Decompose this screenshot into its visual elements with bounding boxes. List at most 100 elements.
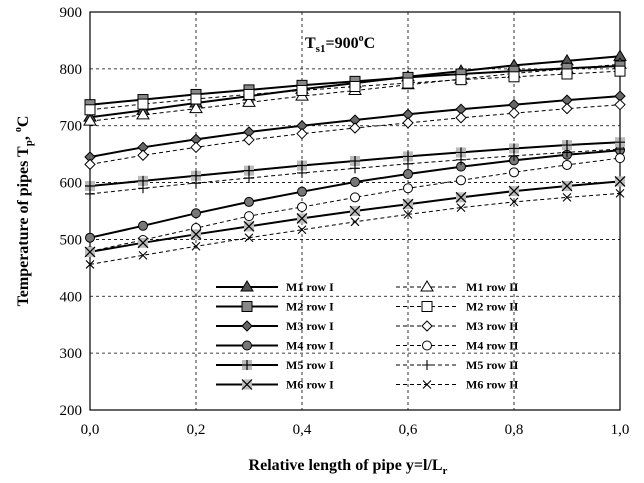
data-point-m3-row-ii: [614, 98, 626, 111]
legend-label: M6 row I: [286, 378, 334, 392]
annotation-sup: o: [359, 33, 364, 44]
data-point-m4-row-i: [85, 232, 95, 243]
series-m6-row-i: [84, 176, 626, 258]
data-point-m5-row-ii: [244, 173, 254, 184]
legend-marker: [421, 301, 433, 312]
data-point-m5-row-ii: [350, 163, 360, 174]
x-tick-label: 0,0: [81, 422, 100, 438]
legend-marker: [420, 280, 434, 292]
legend-item-m3-row-i: M3 row I: [216, 319, 334, 333]
legend-label: M4 row I: [286, 339, 334, 353]
data-point-m6-row-i: [137, 237, 149, 249]
data-point-m6-row-i: [455, 191, 467, 203]
legend: M1 row I M1 row II M2 row I M2 row II M3 row…: [216, 280, 519, 392]
series-m2-row-ii: [84, 65, 626, 116]
legend-label: M2 row II: [466, 300, 519, 314]
y-tick-label: 500: [60, 232, 83, 248]
legend-marker: [421, 320, 433, 332]
y-tick-label: 200: [60, 403, 83, 419]
data-point-m4-row-ii: [456, 175, 466, 186]
data-point-m3-row-ii: [84, 158, 96, 171]
legend-marker: [241, 301, 253, 312]
data-point-m4-row-i: [191, 208, 201, 219]
data-point-m3-row-ii: [137, 149, 149, 161]
data-point-m6-row-ii: [297, 225, 307, 235]
data-point-m4-row-ii: [244, 211, 254, 222]
data-point-m6-row-ii: [138, 250, 148, 260]
data-point-m6-row-i: [84, 246, 96, 258]
data-point-m2-row-ii: [190, 93, 202, 105]
data-point-m2-row-ii: [508, 71, 520, 83]
data-point-m5-row-ii: [403, 158, 413, 169]
legend-marker: [241, 320, 253, 332]
annotation-value: =900: [325, 35, 358, 52]
data-point-m3-row-ii: [349, 122, 361, 134]
legend-label: M1 row I: [286, 280, 334, 294]
temperature-annotation: Ts1=900oC: [305, 33, 375, 55]
legend-item-m5-row-i: M5 row I: [216, 358, 334, 372]
data-point-m4-row-ii: [509, 167, 519, 178]
annotation-main: T: [305, 35, 316, 52]
data-point-m4-row-ii: [615, 153, 625, 164]
data-point-m4-row-i: [138, 220, 148, 231]
data-point-m1-row-ii: [189, 101, 203, 114]
data-point-m5-row-ii: [509, 150, 519, 161]
data-point-m4-row-i: [403, 169, 413, 180]
x-axis-title: Relative length of pipe y=l/Lr: [249, 457, 448, 477]
legend-marker: [422, 340, 432, 351]
y-tick-label: 800: [60, 62, 83, 78]
data-point-m3-row-ii: [243, 134, 255, 146]
data-point-m5-row-ii: [297, 167, 307, 178]
data-point-m2-row-ii: [137, 98, 149, 110]
legend-item-m6-row-i: M6 row I: [216, 378, 334, 392]
y-tick-label: 900: [60, 5, 83, 21]
x-tick-label: 0,8: [505, 422, 524, 438]
legend-label: M1 row II: [466, 280, 519, 294]
y-tick-label: 700: [60, 119, 83, 135]
y-tick-label: 400: [60, 289, 83, 305]
annotation-tail: C: [364, 35, 376, 52]
series-line-m4-row-ii: [89, 157, 621, 252]
data-point-m4-row-ii: [562, 159, 572, 170]
legend-item-m6-row-ii: M6 row II: [396, 378, 519, 392]
data-point-m6-row-ii: [562, 192, 572, 202]
data-point-m3-row-ii: [561, 102, 573, 115]
x-tick-label: 0,2: [187, 422, 206, 438]
legend-marker: [242, 340, 252, 351]
legend-label: M5 row II: [466, 358, 519, 372]
data-point-m6-row-ii: [615, 188, 625, 198]
y-axis-title-text: Temperature of pipes T: [15, 146, 32, 306]
x-tick-label: 0,6: [399, 422, 418, 438]
y-axis-ticks: 200 300 400 500 600 700 800 900: [60, 5, 83, 419]
legend-label: M3 row II: [466, 319, 519, 333]
data-point-m3-row-ii: [508, 107, 520, 119]
legend-label: M3 row I: [286, 319, 334, 333]
legend-item-m5-row-ii: M5 row II: [396, 358, 519, 372]
legend-item-m4-row-ii: M4 row II: [396, 339, 519, 353]
data-point-m6-row-i: [243, 220, 255, 232]
legend-marker: [422, 380, 432, 389]
x-tick-label: 0,4: [293, 422, 312, 438]
data-point-m6-row-ii: [350, 217, 360, 227]
data-point-m1-row-ii: [136, 107, 150, 120]
legend-label: M2 row I: [286, 300, 334, 314]
data-point-m6-row-i: [402, 198, 414, 210]
data-point-m2-row-ii: [243, 88, 255, 100]
data-point-m6-row-ii: [456, 203, 466, 212]
data-point-m4-row-ii: [403, 183, 413, 194]
data-point-m3-row-ii: [296, 127, 308, 140]
x-axis-title-sub: r: [443, 465, 448, 477]
x-tick-label: 1,0: [611, 422, 630, 438]
data-point-m5-row-ii: [615, 144, 625, 155]
series-m5-row-ii: [85, 144, 625, 199]
legend-item-m1-row-ii: M1 row II: [396, 280, 519, 294]
data-point-m2-row-ii: [561, 68, 573, 80]
legend-label: M4 row II: [466, 339, 519, 353]
data-point-m6-row-ii: [244, 233, 254, 243]
legend-marker: [241, 379, 253, 390]
data-point-m1-row-ii: [242, 95, 256, 107]
y-axis-title: Temperature of pipes Tp, oC: [13, 116, 35, 307]
data-point-m4-row-i: [297, 186, 307, 197]
data-point-m4-row-i: [244, 196, 254, 207]
